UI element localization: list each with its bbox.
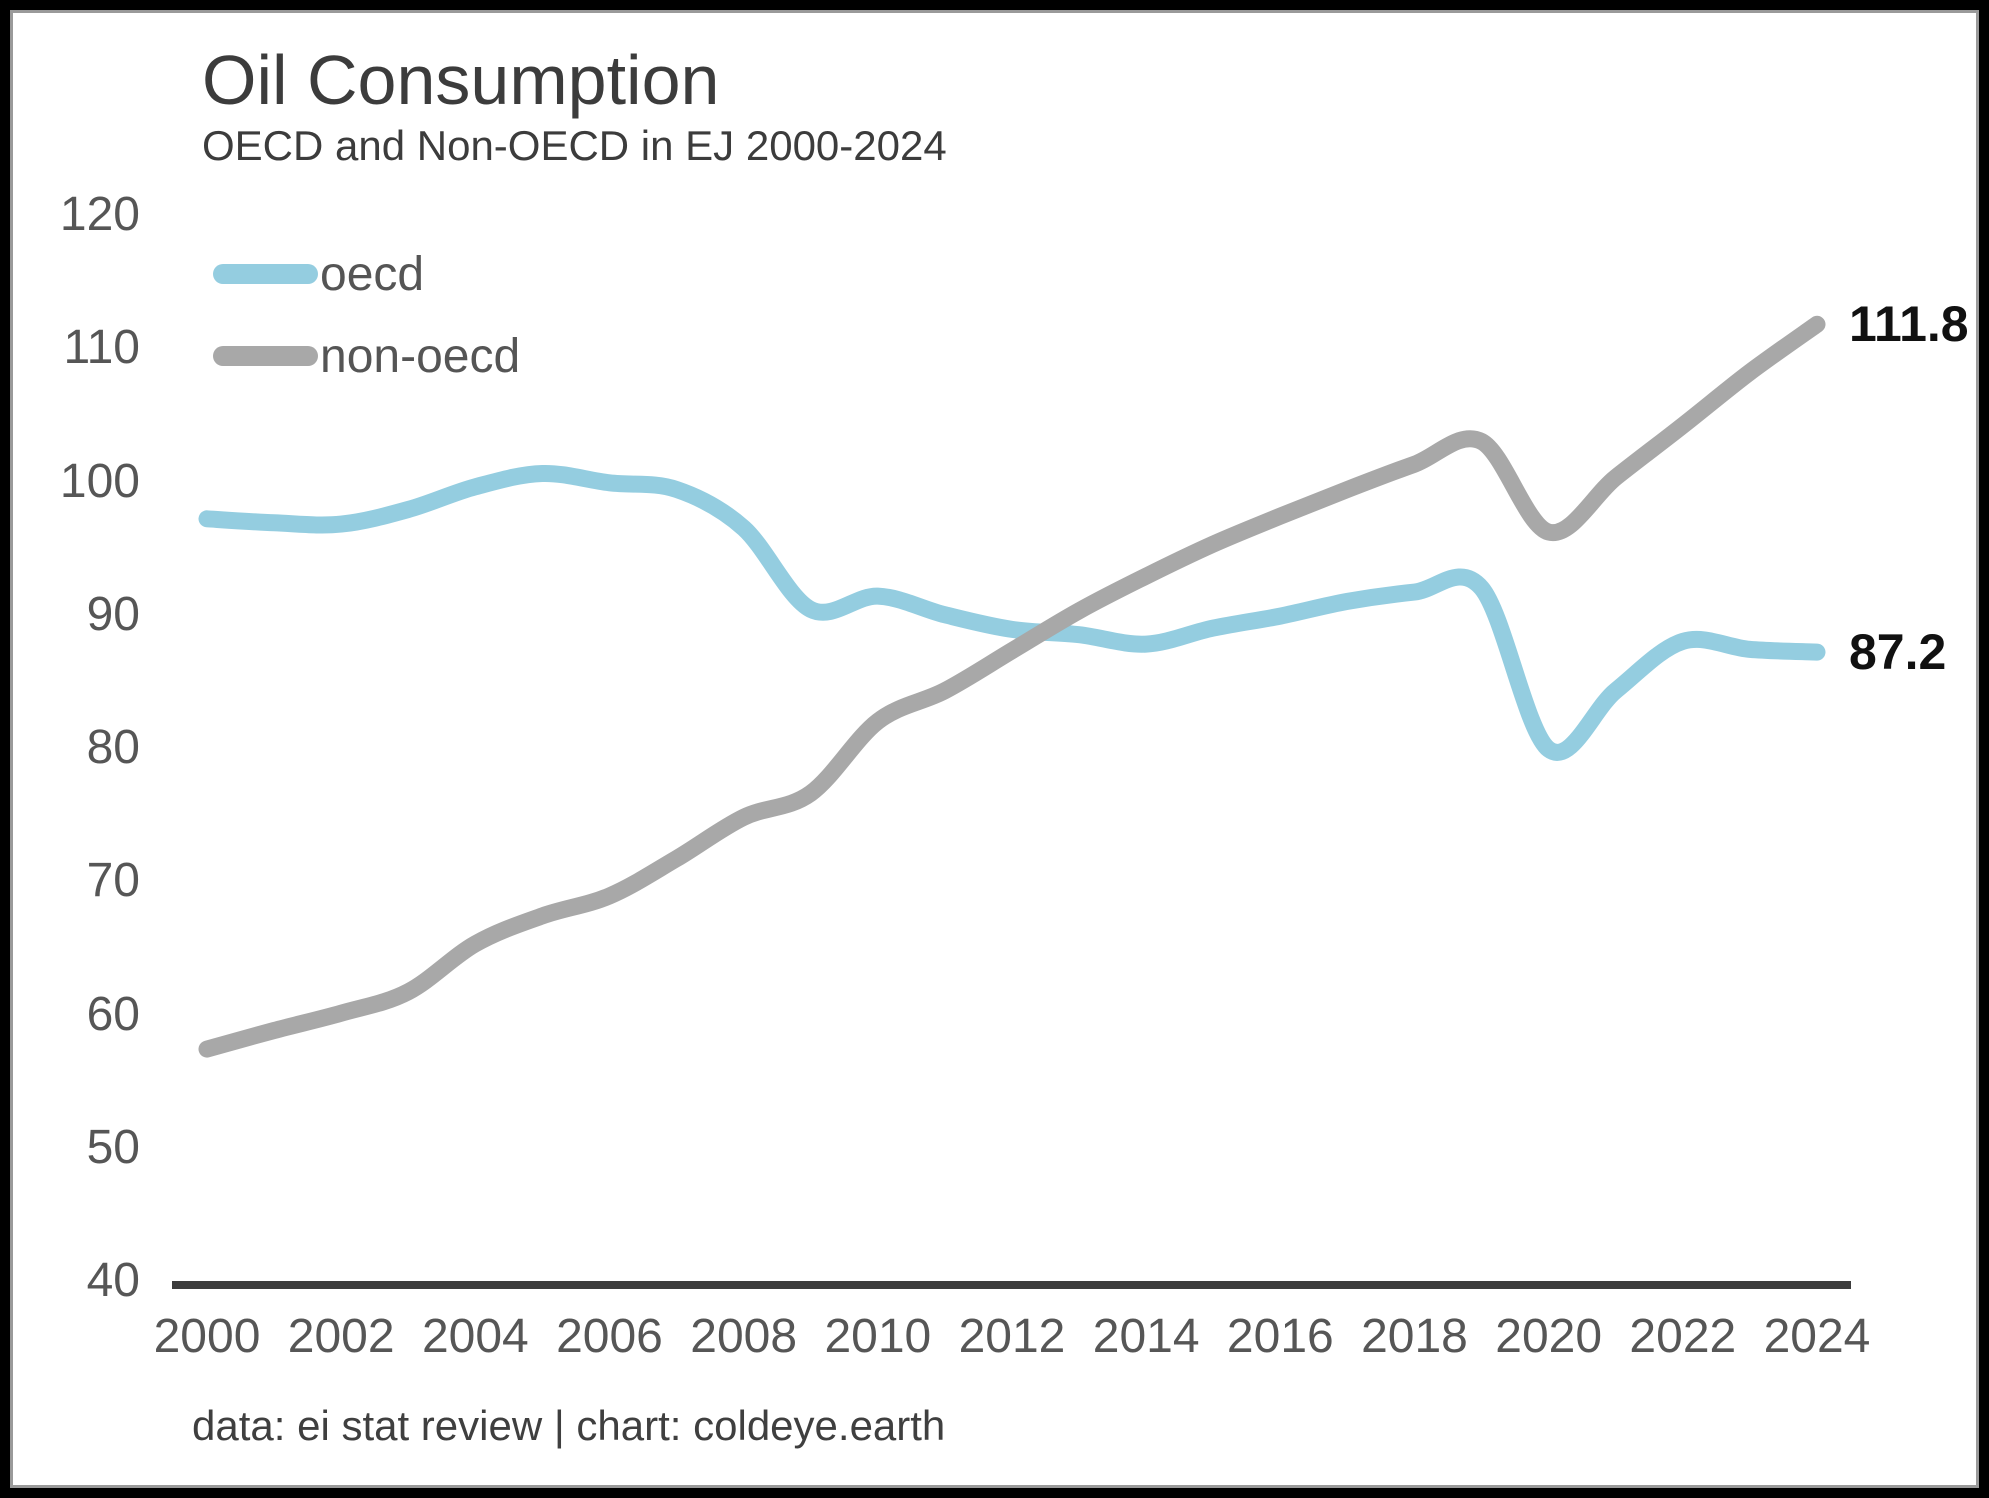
- x-tick-label: 2006: [556, 1310, 663, 1363]
- non-oecd-line-swatch: [213, 346, 318, 366]
- y-tick-label: 100: [59, 454, 140, 508]
- legend-item-non-oecd: non-oecd: [213, 330, 520, 383]
- x-tick-label: 2012: [958, 1310, 1066, 1363]
- non-oecd-end-value-label: 111.8: [1848, 296, 1969, 353]
- x-tick-label: 2024: [1763, 1310, 1871, 1363]
- x-tick-label: 2010: [824, 1310, 932, 1363]
- y-tick-label: 80: [86, 721, 140, 774]
- y-tick-label: 60: [86, 987, 140, 1041]
- y-tick-label: 40: [86, 1254, 140, 1307]
- x-tick-label: 2000: [153, 1310, 261, 1363]
- x-tick-label: 2004: [421, 1310, 529, 1363]
- x-tick-label: 2016: [1226, 1310, 1334, 1363]
- oecd-line: [198, 464, 1826, 761]
- x-tick-label: 2008: [690, 1310, 798, 1363]
- x-tick-label: 2020: [1495, 1310, 1603, 1363]
- oecd-end-value-label: 87.2: [1848, 624, 1947, 681]
- x-tick-label: 2022: [1629, 1310, 1737, 1363]
- oecd-line-swatch: [213, 264, 318, 284]
- chart-credit: data: ei stat review | chart: coldeye.ea…: [192, 1402, 946, 1449]
- page-title: Oil Consumption: [202, 41, 720, 119]
- page-subtitle: OECD and Non-OECD in EJ 2000-2024: [202, 122, 947, 169]
- legend-label-non-oecd: non-oecd: [320, 329, 521, 383]
- y-tick-label: 120: [59, 188, 140, 241]
- y-tick-label: 110: [63, 321, 140, 375]
- chart-panel: Oil Consumption OECD and Non-OECD in EJ …: [10, 10, 1979, 1488]
- legend-label-oecd: oecd: [320, 247, 425, 301]
- x-tick-label: 2018: [1361, 1310, 1468, 1363]
- line-chart: [172, 315, 1851, 1289]
- y-tick-label: 50: [86, 1120, 140, 1174]
- x-tick-label: 2014: [1092, 1310, 1200, 1363]
- legend-item-oecd: oecd: [213, 248, 424, 301]
- y-tick-label: 90: [86, 587, 140, 641]
- non-oecd-line: [198, 315, 1826, 1058]
- y-tick-label: 70: [86, 854, 140, 908]
- x-tick-label: 2002: [287, 1310, 395, 1363]
